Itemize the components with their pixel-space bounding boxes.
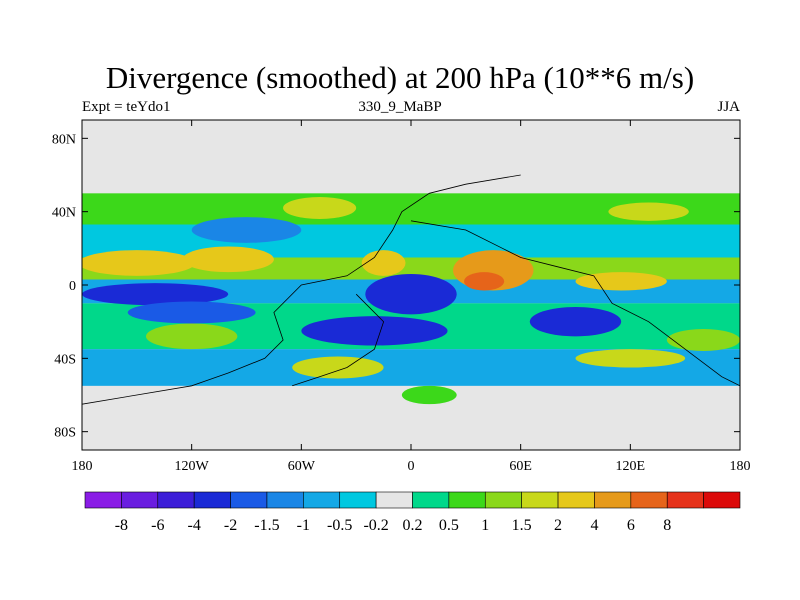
south-atlantic-yellow xyxy=(292,356,384,379)
central-pacific-orange xyxy=(182,246,274,273)
colorbar-swatch xyxy=(594,491,632,509)
y-tick-label: 80N xyxy=(52,132,76,147)
y-tick-label: 40S xyxy=(54,352,76,367)
colorbar-label: 4 xyxy=(590,517,598,534)
africa-orange xyxy=(361,250,406,276)
colorbar-label: 2 xyxy=(554,517,562,534)
south-pacific-green xyxy=(666,329,740,351)
y-tick-label: 0 xyxy=(69,279,76,294)
asia-yellow xyxy=(608,202,689,221)
indian-ocean-orange xyxy=(575,272,667,291)
x-tick-label: 180 xyxy=(730,459,751,474)
x-tick-label: 120E xyxy=(616,459,646,474)
northern-negative-belt xyxy=(82,224,740,258)
coastline-0 xyxy=(82,174,521,405)
colorbar-label: 0.5 xyxy=(439,517,459,534)
colorbar-label: 0.2 xyxy=(403,517,423,534)
experiment-label: Expt = teYdo1 xyxy=(82,99,171,115)
colorbar-label: -4 xyxy=(188,517,201,534)
x-tick-label: 180 xyxy=(72,459,93,474)
colorbar-swatch xyxy=(193,491,231,509)
continent-outlines xyxy=(82,174,740,405)
arabia-red xyxy=(464,272,505,291)
colorbar-swatch xyxy=(375,491,413,509)
colorbar-swatch xyxy=(557,491,595,509)
coastline-2 xyxy=(292,293,385,387)
colorbar-swatch xyxy=(448,491,486,509)
coastline-1 xyxy=(410,220,740,387)
colorbar-swatch xyxy=(84,491,122,509)
colorbar-swatch xyxy=(666,491,704,509)
x-tick-label: 60W xyxy=(288,459,316,474)
colorbar-swatch xyxy=(339,491,377,509)
south-indian-blue xyxy=(529,307,622,337)
south-pacific-yellow xyxy=(575,349,686,368)
colorbar-swatch xyxy=(266,491,304,509)
north-polar-cap xyxy=(82,120,740,185)
pacific-orange-band xyxy=(82,250,196,276)
south-atlantic-blue xyxy=(301,316,448,346)
colorbar-label: 6 xyxy=(627,517,635,534)
chart-title: Divergence (smoothed) at 200 hPa (10**6 … xyxy=(105,60,695,95)
x-tick-label: 0 xyxy=(408,459,415,474)
colorbar-swatch xyxy=(230,491,268,509)
subtropical-pacific-yellow xyxy=(145,323,238,350)
colorbar-label: -0.2 xyxy=(363,517,388,534)
case-label: 330_9_MaBP xyxy=(358,99,442,115)
colorbar-label: -1.5 xyxy=(254,517,279,534)
colorbar-label: -6 xyxy=(151,517,164,534)
equatorial-pacific-blue xyxy=(82,283,229,306)
y-tick-label: 80S xyxy=(54,426,76,441)
y-tick-label: 40N xyxy=(52,206,76,221)
colorbar-label: -0.5 xyxy=(327,517,352,534)
equatorial-atlantic-blue xyxy=(365,274,457,315)
colorbar-swatch xyxy=(703,491,741,509)
season-label: JJA xyxy=(717,99,740,115)
colorbar-swatch xyxy=(157,491,195,509)
pacific-blue xyxy=(127,301,256,324)
northeast-pacific-blue xyxy=(191,217,302,243)
x-tick-label: 60E xyxy=(509,459,532,474)
colorbar: -8 -6 -4 -2 -1.5 -1 -0.5 -0.2 0.2 0.5 1 1.5 2 4 6 8 xyxy=(84,491,741,534)
north-atlantic-yellow xyxy=(283,197,357,219)
colorbar-label: 1 xyxy=(481,517,489,534)
colorbar-swatch xyxy=(484,491,522,509)
colorbar-label: -2 xyxy=(224,517,237,534)
southern-ocean-green xyxy=(401,385,457,405)
x-tick-label: 120W xyxy=(175,459,210,474)
colorbar-label: 8 xyxy=(663,517,671,534)
colorbar-swatch xyxy=(630,491,668,509)
colorbar-label: 1.5 xyxy=(512,517,532,534)
colorbar-swatch xyxy=(412,491,450,509)
y-axis-ticks: 80N 40N 0 40S 80S xyxy=(52,132,740,441)
x-axis-ticks: 180 120W 60W 0 60E 120E 180 xyxy=(72,120,751,474)
colorbar-swatch xyxy=(121,491,159,509)
colorbar-label: -8 xyxy=(115,517,128,534)
divergence-field xyxy=(82,120,740,450)
colorbar-label: -1 xyxy=(297,517,310,534)
colorbar-swatch xyxy=(303,491,341,509)
colorbar-swatch xyxy=(521,491,559,509)
